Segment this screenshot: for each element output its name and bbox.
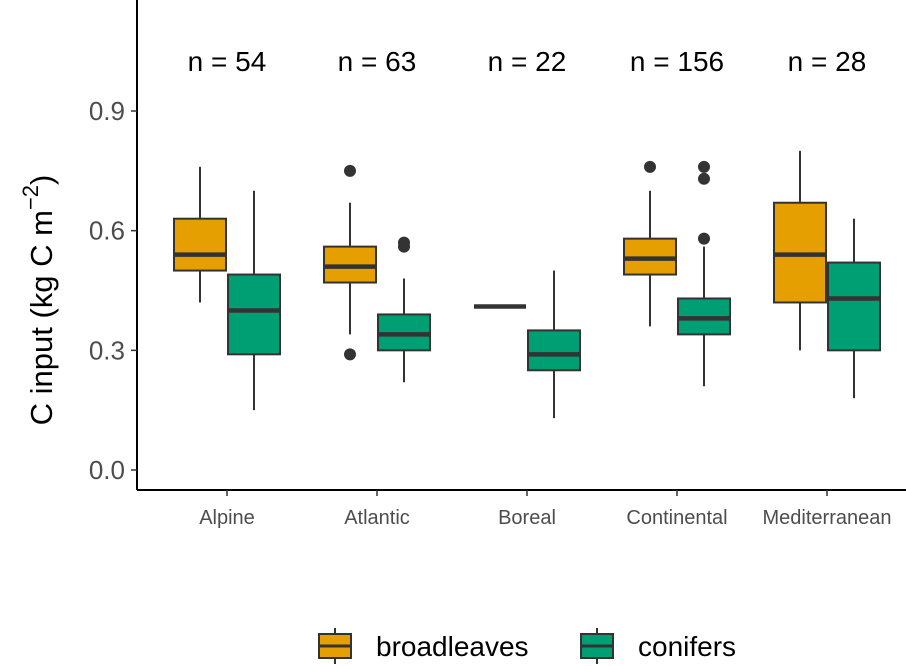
x-tick-label: Atlantic: [344, 507, 410, 529]
legend: broadleaves conifers: [318, 628, 736, 664]
conifers-box: [227, 190, 281, 411]
outlier-point: [698, 232, 710, 245]
legend-label: conifers: [638, 631, 736, 662]
conifers-box: [827, 218, 881, 399]
x-tick-label: Continental: [626, 507, 727, 529]
y-tick-label: 0.9: [89, 96, 125, 126]
axes: [136, 0, 906, 491]
broadleaves-box: [623, 160, 677, 327]
x-tick-label: Mediterranean: [763, 507, 892, 529]
legend-label: broadleaves: [376, 631, 529, 662]
outlier-point: [644, 160, 656, 173]
sample-size-annotations: n = 54 n = 63 n = 22 n = 156 n = 28: [188, 46, 867, 77]
y-tick-label: 0.3: [89, 335, 125, 365]
conifers-box: [377, 236, 431, 383]
y-tick-label: 0.6: [89, 216, 125, 246]
box-iqr: [227, 273, 281, 356]
broadleaves-box: [173, 166, 227, 303]
y-axis-title: C input (kg C m−2): [18, 175, 59, 426]
outlier-point: [698, 172, 710, 185]
outlier-point: [698, 160, 710, 173]
y-tick-label: 0.0: [89, 455, 125, 485]
outlier-point: [344, 348, 356, 361]
legend-item-conifers: conifers: [580, 628, 736, 664]
legend-item-broadleaves: broadleaves: [318, 628, 529, 664]
conifers-box: [677, 160, 731, 387]
n-count-label: n = 22: [488, 46, 567, 77]
broadleaves-box: [773, 150, 827, 351]
n-count-label: n = 54: [188, 46, 267, 77]
outlier-point: [344, 164, 356, 177]
conifers-box: [527, 270, 581, 419]
box-iqr: [173, 217, 227, 272]
n-count-label: n = 63: [338, 46, 417, 77]
x-tick-label: Alpine: [199, 507, 255, 529]
n-count-label: n = 156: [630, 46, 724, 77]
box-iqr: [827, 261, 881, 352]
n-count-label: n = 28: [788, 46, 867, 77]
outlier-point: [398, 236, 410, 249]
boxplots: [173, 150, 881, 419]
y-axis-label: C input (kg C m−2): [18, 175, 59, 426]
broadleaves-box: [323, 164, 377, 361]
x-tick-label: Boreal: [498, 507, 556, 529]
tick-labels: 0.0 0.3 0.6 0.9 Alpine Atlantic Boreal Continen…: [89, 96, 892, 529]
box-iqr: [527, 329, 581, 372]
